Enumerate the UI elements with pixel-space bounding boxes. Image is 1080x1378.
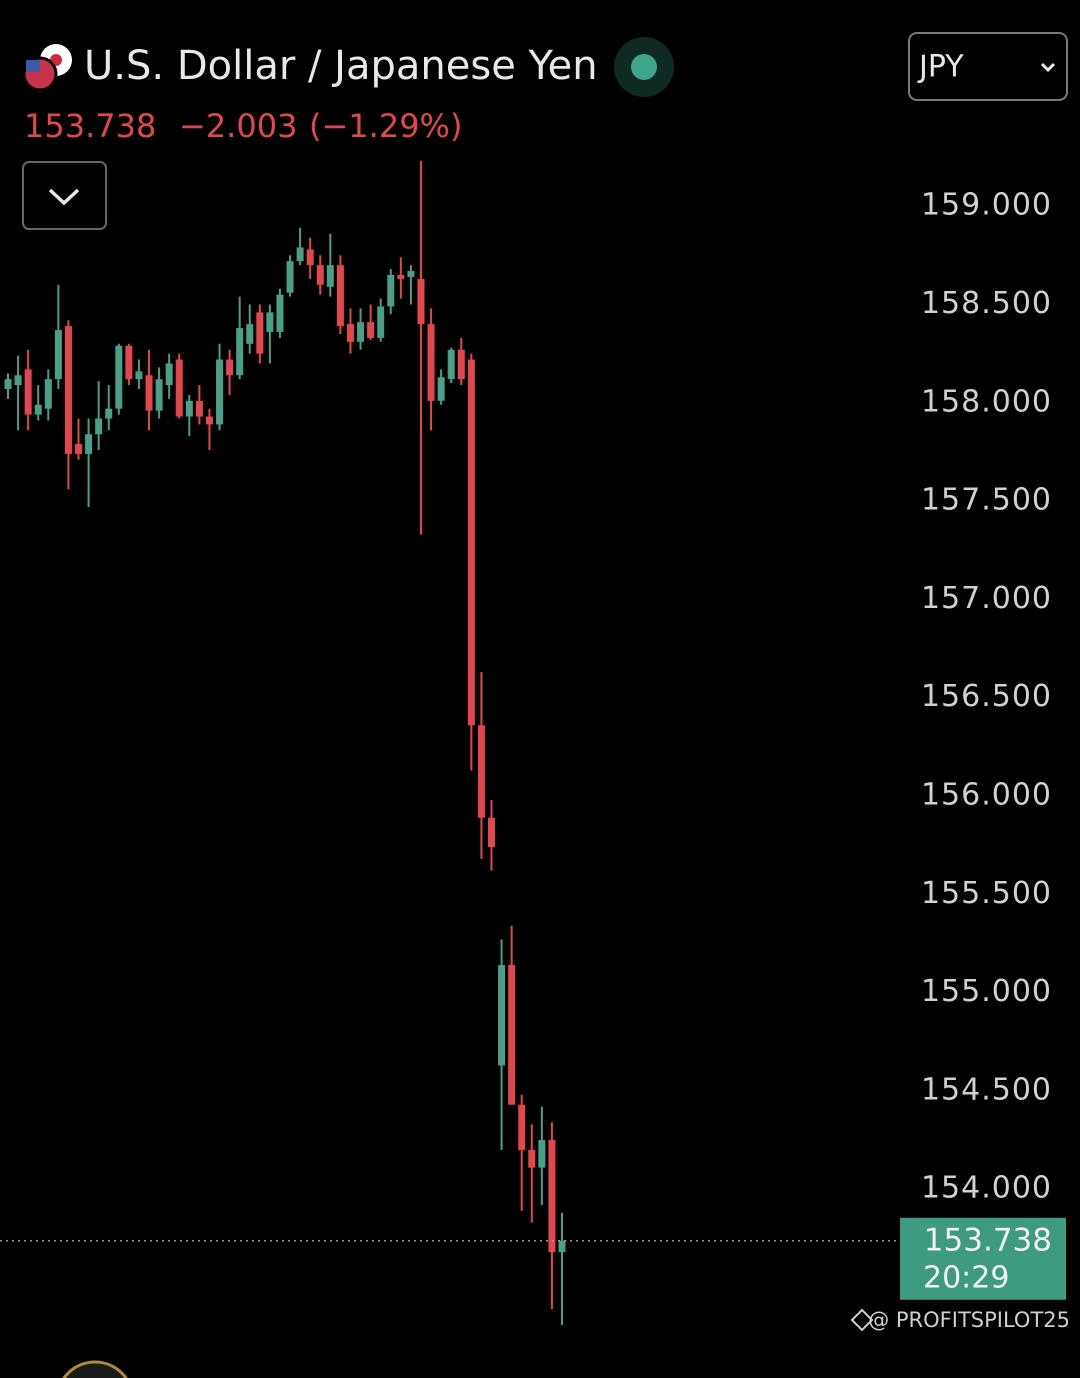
candle-body	[508, 965, 516, 1105]
symbol-title: U.S. Dollar / Japanese Yen	[84, 43, 598, 89]
y-tick-label: 158.000	[921, 384, 1052, 419]
candle-body	[296, 247, 304, 262]
candle-body	[326, 265, 334, 287]
candle-body	[427, 324, 435, 401]
y-tick-label: 156.500	[921, 679, 1052, 714]
candle-body	[226, 359, 234, 376]
price-change: −2.003	[179, 107, 297, 145]
y-tick-label: 156.000	[921, 778, 1052, 813]
candle-body	[397, 274, 405, 279]
candle-body	[256, 312, 264, 354]
candle-body	[417, 278, 425, 325]
last-price: 153.738	[24, 107, 156, 145]
candle-body	[105, 408, 113, 419]
candle-body	[447, 349, 455, 380]
candle-body	[477, 725, 485, 818]
candle-body	[4, 379, 12, 390]
y-tick-label: 155.500	[921, 876, 1052, 911]
candle-body	[528, 1149, 536, 1168]
candle-body	[64, 326, 72, 454]
candle-body	[155, 379, 163, 411]
candle-body	[145, 375, 153, 411]
candle-body	[276, 294, 284, 333]
candle-body	[377, 306, 385, 338]
candle-body	[437, 377, 445, 401]
candle-body	[115, 345, 123, 409]
y-tick-label: 157.000	[921, 581, 1052, 616]
candle-body	[236, 328, 244, 376]
candle-body	[266, 312, 274, 333]
candle-body	[367, 322, 375, 338]
candle-body	[205, 416, 213, 425]
candle-body	[44, 379, 52, 409]
watermark: @ PROFITSPILOT25	[868, 1308, 1070, 1332]
candle-body	[407, 271, 415, 277]
y-tick-label: 159.000	[921, 188, 1052, 223]
avatar	[62, 1360, 128, 1378]
plot-area: 159.000 158.500 158.000 157.500 157.000 156.5…	[0, 160, 1066, 1325]
candle-body	[95, 418, 103, 435]
y-tick-label: 154.500	[921, 1072, 1052, 1107]
candle-body	[336, 265, 344, 327]
candle-body	[357, 322, 365, 342]
candle-body	[34, 404, 42, 415]
candle-body	[467, 359, 475, 726]
candle-body	[75, 444, 83, 454]
y-tick-label: 154.000	[921, 1171, 1052, 1206]
candle-body	[185, 400, 193, 417]
candle-body	[135, 371, 143, 380]
currency-label: JPY	[917, 50, 964, 85]
candle-body	[306, 249, 314, 266]
currency-dropdown[interactable]	[908, 32, 1068, 101]
candle-body	[85, 434, 93, 454]
candle-body	[195, 400, 203, 417]
candle-body	[316, 265, 324, 285]
candle-body	[286, 261, 294, 293]
candle-body	[216, 359, 224, 425]
candle-body	[24, 369, 32, 415]
candle-body	[346, 324, 354, 342]
price-box	[900, 1217, 1066, 1300]
candle-body	[518, 1104, 526, 1150]
usd-flag-canton	[26, 60, 40, 72]
candle-body	[548, 1140, 556, 1253]
collapse-button[interactable]	[22, 161, 107, 230]
candle-body	[498, 965, 506, 1066]
candle-body	[175, 359, 183, 417]
watermark-logo	[850, 1308, 874, 1332]
candle-body	[558, 1240, 566, 1253]
candle-body	[125, 345, 133, 380]
price-change-percent: (−1.29%)	[309, 107, 462, 145]
price-box-value: 153.738	[924, 1222, 1052, 1258]
dropdown-arrow	[1040, 62, 1056, 73]
status-dot	[631, 54, 657, 80]
collapse-arrow	[48, 188, 80, 206]
header-bg	[0, 0, 900, 100]
candle-body	[457, 349, 465, 380]
candle-body	[54, 330, 62, 380]
candle-body	[246, 324, 254, 344]
y-tick-label: 155.000	[921, 974, 1052, 1009]
y-tick-label: 158.500	[921, 286, 1052, 321]
candle-body	[14, 375, 22, 386]
y-tick-label: 157.500	[921, 483, 1052, 518]
candle-body	[487, 817, 495, 848]
candle-body	[165, 363, 173, 386]
candle-body	[387, 274, 395, 307]
candle-body	[538, 1140, 546, 1168]
price-box-time: 20:29	[923, 1260, 1009, 1295]
